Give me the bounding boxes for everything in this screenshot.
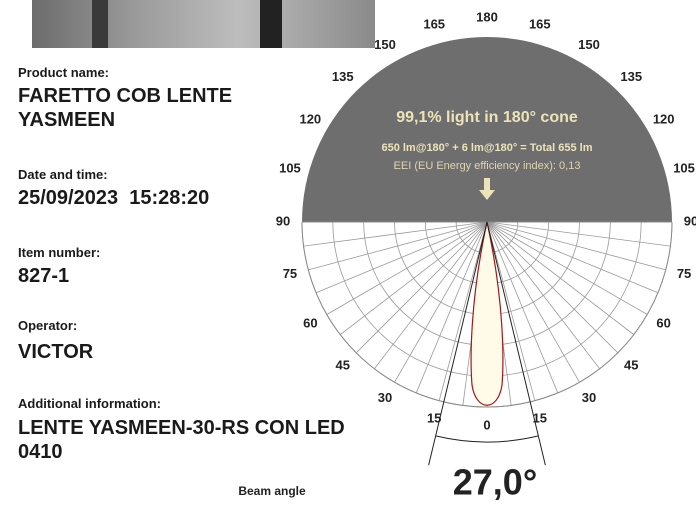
grid-spoke <box>356 222 487 353</box>
angle-label: 45 <box>624 358 638 373</box>
angle-label: 180 <box>476 9 498 24</box>
angle-label: 165 <box>423 16 445 31</box>
angle-label: 60 <box>303 315 317 330</box>
grid-spoke <box>327 222 487 315</box>
angle-label: 30 <box>378 390 392 405</box>
angle-label: 105 <box>279 161 301 176</box>
page: {"fields": [ {"label": "Product name:", … <box>0 0 696 506</box>
angle-label: 120 <box>299 111 321 126</box>
grid-spoke <box>316 222 487 293</box>
angle-label: 90 <box>276 213 290 228</box>
grid-spoke <box>304 222 487 246</box>
angle-label: 60 <box>656 315 670 330</box>
beam-arc <box>436 436 539 442</box>
beam-angle-caption: Beam angle <box>238 484 306 498</box>
grid-spoke <box>487 222 647 315</box>
angle-label: 75 <box>677 266 691 281</box>
beam-angle-value: 27,0° <box>453 462 537 503</box>
grid-spoke <box>487 222 666 270</box>
angle-label: 75 <box>283 266 297 281</box>
angle-label: 90 <box>684 213 696 228</box>
angle-label: 15 <box>533 410 547 425</box>
angle-label: 105 <box>673 161 695 176</box>
angle-label: 15 <box>427 410 441 425</box>
angle-label: 150 <box>374 37 396 52</box>
flux: 650 lm@180° + 6 lm@180° = Total 655 lm <box>381 142 592 154</box>
grid-spoke <box>308 222 487 270</box>
polar-diagram: 99,1% light in 180° cone 650 lm@180° + 6… <box>0 0 696 506</box>
eei: EEI (EU Energy efficiency index): 0,13 <box>394 160 581 172</box>
grid-spoke <box>487 222 658 293</box>
headline: 99,1% light in 180° cone <box>396 109 578 126</box>
grid-spoke <box>487 222 670 246</box>
angle-label: 165 <box>529 16 551 31</box>
grid-spoke <box>487 222 618 353</box>
angle-label: 150 <box>578 37 600 52</box>
angle-label: 135 <box>620 69 642 84</box>
angle-label: 135 <box>332 69 354 84</box>
angle-label: 45 <box>336 358 350 373</box>
angle-label: 30 <box>582 390 596 405</box>
angle-label: 120 <box>653 111 675 126</box>
angle-label: 0 <box>483 417 490 432</box>
